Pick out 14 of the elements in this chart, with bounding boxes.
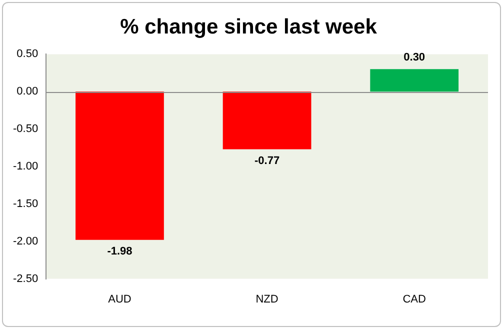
y-tick-label: -1.50 (12, 198, 38, 210)
y-tick-label: -2.00 (12, 235, 38, 248)
data-label: -0.77 (254, 154, 280, 167)
x-tick-label: CAD (402, 293, 426, 306)
data-label: -1.98 (107, 245, 132, 258)
y-tick-label: 0.50 (16, 48, 38, 60)
y-tick-label: -0.50 (12, 123, 38, 136)
y-tick-label: -1.00 (12, 160, 38, 173)
y-tick-label: 0.00 (16, 86, 38, 98)
x-tick-label: AUD (108, 293, 132, 306)
chart-title: % change since last week (120, 15, 378, 38)
x-tick-label: NZD (256, 293, 278, 306)
data-label: 0.30 (404, 52, 426, 64)
y-tick-label: -2.50 (12, 272, 38, 285)
